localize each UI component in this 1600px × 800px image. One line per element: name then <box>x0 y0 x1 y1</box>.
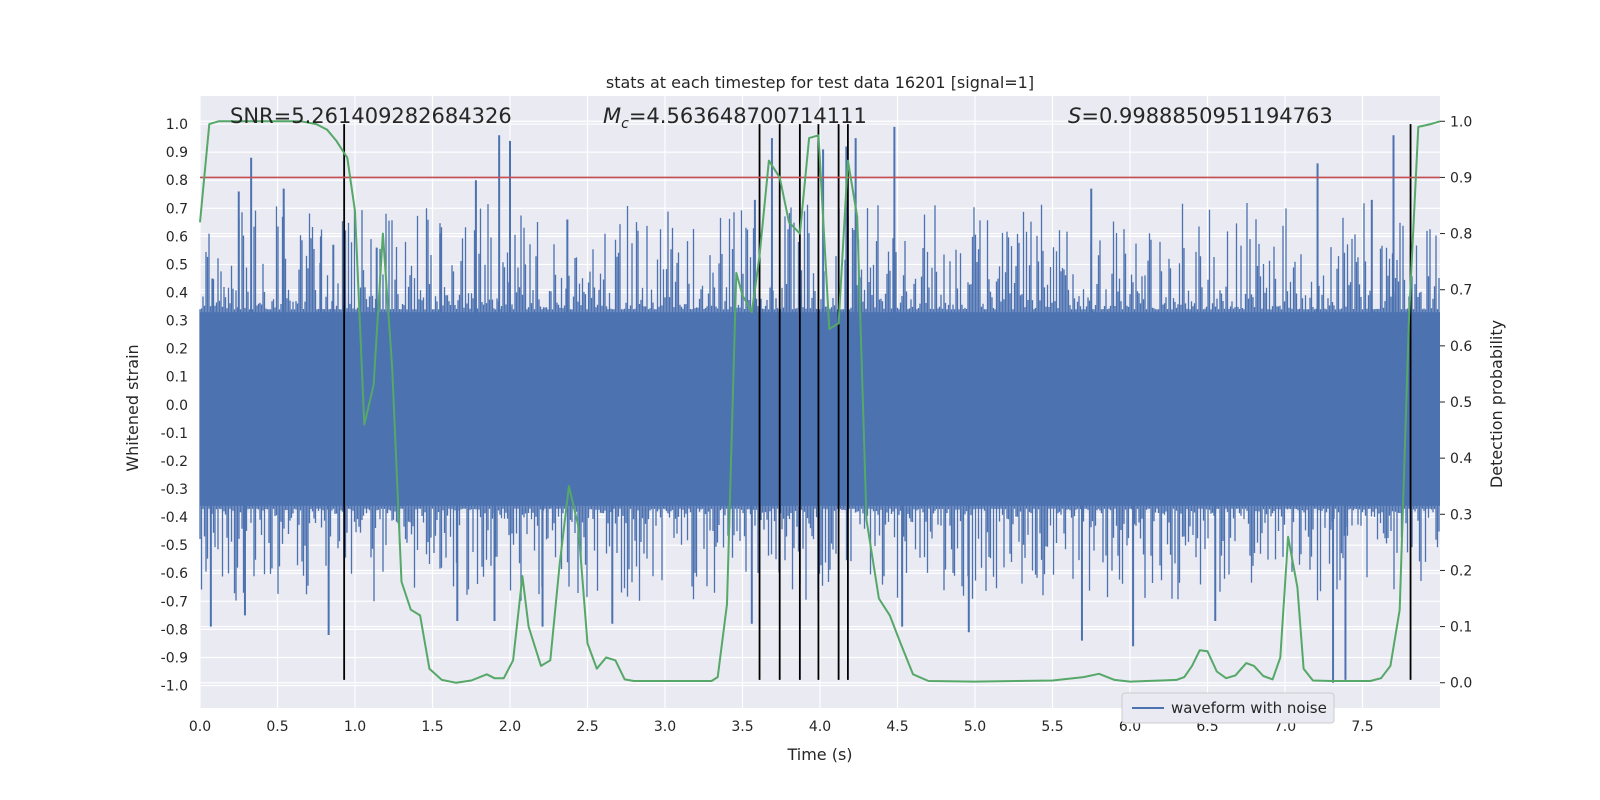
x-tick-label: 2.0 <box>499 719 521 735</box>
y-right-tick-label: 0.5 <box>1450 395 1472 411</box>
x-tick-label: 2.5 <box>576 719 598 735</box>
y-right-tick-label: 0.8 <box>1450 227 1472 243</box>
y-tick-label: 0.6 <box>166 229 188 245</box>
y-tick-label: -0.8 <box>161 622 188 638</box>
s-symbol: S <box>1068 104 1081 128</box>
y-right-tick-label: 0.4 <box>1450 451 1472 467</box>
y-right-tick-label: 0.2 <box>1450 563 1472 579</box>
y-right-tick-label: 0.1 <box>1450 620 1472 636</box>
legend-label: waveform with noise <box>1171 699 1327 717</box>
x-tick-labels: 0.0 0.5 1.0 1.5 2.0 2.5 3.0 3.5 4.0 4.5 5.0 5.5 6.0 6… <box>189 719 1374 735</box>
y-tick-label: 0.4 <box>166 286 188 302</box>
y-tick-label: 0.9 <box>166 145 188 161</box>
mc-symbol: M <box>603 104 621 128</box>
s-value: =0.9988850951194763 <box>1081 104 1332 128</box>
y-tick-label: -0.9 <box>161 650 188 666</box>
legend: waveform with noise <box>1121 692 1335 724</box>
x-tick-label: 3.5 <box>731 719 753 735</box>
legend-box <box>1121 692 1335 724</box>
y-tick-label: 0.2 <box>166 342 188 358</box>
y-axis-label: Whitened strain <box>123 344 142 471</box>
y-tick-label: -0.4 <box>161 510 188 526</box>
y-tick-label: 0.0 <box>166 398 188 414</box>
x-tick-label: 7.5 <box>1351 719 1373 735</box>
y-tick-label: -0.5 <box>161 538 188 554</box>
x-tick-label: 4.5 <box>886 719 908 735</box>
x-tick-label: 4.0 <box>809 719 831 735</box>
y-tick-label: 0.7 <box>166 201 188 217</box>
y-right-tick-labels: 1.0 0.9 0.8 0.7 0.6 0.5 0.4 0.3 0.2 0.1 0.0 <box>1440 114 1472 692</box>
y-tick-label: 0.3 <box>166 314 188 330</box>
snr-annotation: SNR=5.261409282684326 <box>230 104 512 128</box>
x-tick-label: 0.0 <box>189 719 211 735</box>
x-tick-label: 3.0 <box>654 719 676 735</box>
y-right-tick-label: 1.0 <box>1450 114 1472 130</box>
detection-probability-line <box>199 120 1441 684</box>
mc-subscript: c <box>621 116 629 132</box>
x-axis-label: Time (s) <box>786 745 852 764</box>
x-tick-label: 0.5 <box>266 719 288 735</box>
x-tick-label: 5.0 <box>964 719 986 735</box>
chart-title: stats at each timestep for test data 162… <box>606 73 1034 92</box>
detection-markers <box>343 124 1412 680</box>
waveform-series <box>199 126 1440 683</box>
y-tick-label: -0.3 <box>161 482 188 498</box>
waveform-core-band <box>200 312 1440 506</box>
mc-value: =4.563648700714111 <box>629 104 867 128</box>
y-right-tick-label: 0.3 <box>1450 507 1472 523</box>
chirp-mass-annotation: Mc=4.563648700714111 <box>603 104 867 132</box>
x-tick-label: 5.5 <box>1041 719 1063 735</box>
y-tick-label: 0.8 <box>166 173 188 189</box>
y-right-tick-label: 0.6 <box>1450 339 1472 355</box>
y-tick-label: -0.2 <box>161 454 188 470</box>
s-annotation: S=0.9988850951194763 <box>1068 104 1333 128</box>
y-tick-label: -0.6 <box>161 566 188 582</box>
y-right-tick-label: 0.7 <box>1450 283 1472 299</box>
y-tick-label: 0.5 <box>166 257 188 273</box>
x-tick-label: 1.0 <box>344 719 366 735</box>
y-tick-label: -1.0 <box>161 679 188 695</box>
y-tick-label: 0.1 <box>166 370 188 386</box>
y-tick-label: -0.7 <box>161 594 188 610</box>
x-tick-label: 1.5 <box>421 719 443 735</box>
y-right-tick-label: 0.0 <box>1450 676 1472 692</box>
y-tick-label: -0.1 <box>161 426 188 442</box>
y-right-axis-label: Detection probability <box>1487 320 1506 488</box>
y-right-tick-label: 0.9 <box>1450 170 1472 186</box>
y-tick-labels: 1.0 0.9 0.8 0.7 0.6 0.5 0.4 0.3 0.2 0.1 0.0 -0.1 -0.… <box>161 117 188 694</box>
y-tick-label: 1.0 <box>166 117 188 133</box>
